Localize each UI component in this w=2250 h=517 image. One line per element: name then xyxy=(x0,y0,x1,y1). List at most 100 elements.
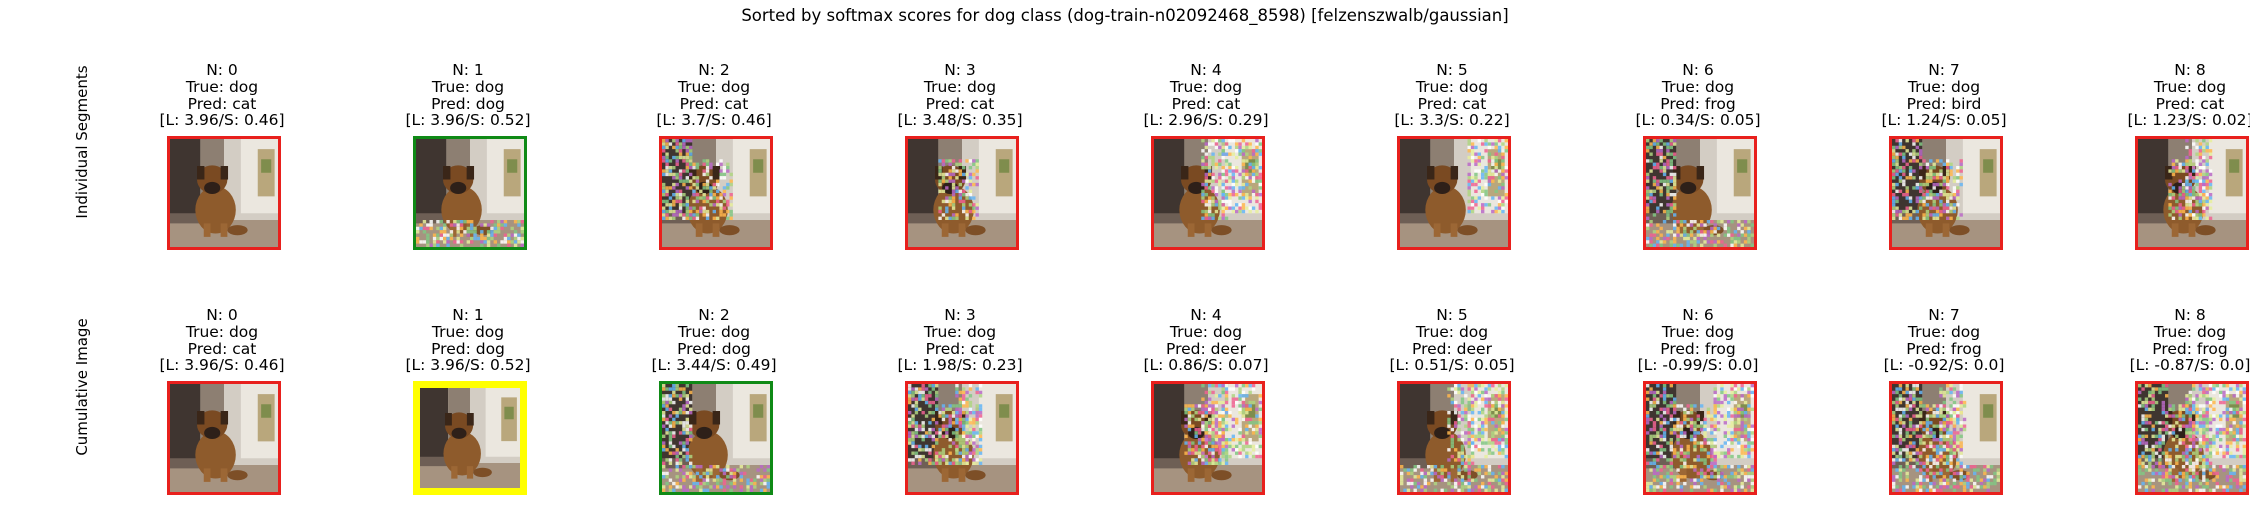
score-label: [L: 3.7/S: 0.46] xyxy=(594,112,834,129)
dog-image xyxy=(1400,139,1508,247)
dog-image xyxy=(1892,139,2000,247)
pred-label: Pred: cat xyxy=(1332,96,1572,113)
dog-thumbnail xyxy=(905,381,1019,495)
true-label: True: dog xyxy=(840,324,1080,341)
panel-index-label: N: 3 xyxy=(840,62,1080,79)
dog-image xyxy=(908,384,1016,492)
pred-label: Pred: cat xyxy=(102,341,342,358)
dog-image xyxy=(1400,384,1508,492)
score-label: [L: -0.92/S: 0.0] xyxy=(1824,357,2064,374)
score-label: [L: -0.87/S: 0.0] xyxy=(2070,357,2250,374)
dog-image xyxy=(170,139,278,247)
score-label: [L: 1.23/S: 0.02] xyxy=(2070,112,2250,129)
pred-label: Pred: frog xyxy=(1578,96,1818,113)
panel-index-label: N: 7 xyxy=(1824,62,2064,79)
figure-title: Sorted by softmax scores for dog class (… xyxy=(0,6,2250,26)
panel-index-label: N: 2 xyxy=(594,62,834,79)
true-label: True: dog xyxy=(1824,324,2064,341)
dog-image xyxy=(1646,384,1754,492)
score-label: [L: 3.96/S: 0.52] xyxy=(348,112,588,129)
panel-index-label: N: 4 xyxy=(1086,307,1326,324)
pred-label: Pred: deer xyxy=(1086,341,1326,358)
dog-image xyxy=(170,384,278,492)
true-label: True: dog xyxy=(1332,79,1572,96)
pred-label: Pred: frog xyxy=(1578,341,1818,358)
dog-image xyxy=(420,388,520,488)
dog-thumbnail xyxy=(1889,381,2003,495)
dog-thumbnail xyxy=(1643,136,1757,250)
score-label: [L: -0.99/S: 0.0] xyxy=(1578,357,1818,374)
dog-thumbnail xyxy=(1397,381,1511,495)
score-label: [L: 0.51/S: 0.05] xyxy=(1332,357,1572,374)
dog-image xyxy=(416,139,524,247)
true-label: True: dog xyxy=(102,79,342,96)
dog-image xyxy=(1646,139,1754,247)
panel-index-label: N: 7 xyxy=(1824,307,2064,324)
true-label: True: dog xyxy=(348,324,588,341)
pred-label: Pred: cat xyxy=(840,96,1080,113)
score-label: [L: 1.24/S: 0.05] xyxy=(1824,112,2064,129)
panel-index-label: N: 3 xyxy=(840,307,1080,324)
true-label: True: dog xyxy=(102,324,342,341)
dog-image xyxy=(1892,384,2000,492)
dog-thumbnail xyxy=(1643,381,1757,495)
dog-thumbnail xyxy=(1397,136,1511,250)
dog-thumbnail xyxy=(167,136,281,250)
score-label: [L: 3.96/S: 0.52] xyxy=(348,357,588,374)
true-label: True: dog xyxy=(594,324,834,341)
true-label: True: dog xyxy=(348,79,588,96)
panel-index-label: N: 2 xyxy=(594,307,834,324)
pred-label: Pred: frog xyxy=(1824,341,2064,358)
true-label: True: dog xyxy=(1578,324,1818,341)
pred-label: Pred: cat xyxy=(840,341,1080,358)
dog-image xyxy=(1154,384,1262,492)
panel-index-label: N: 0 xyxy=(102,307,342,324)
pred-label: Pred: dog xyxy=(594,341,834,358)
true-label: True: dog xyxy=(1332,324,1572,341)
pred-label: Pred: cat xyxy=(2070,96,2250,113)
pred-label: Pred: cat xyxy=(102,96,342,113)
dog-image xyxy=(1154,139,1262,247)
pred-label: Pred: deer xyxy=(1332,341,1572,358)
panel-index-label: N: 6 xyxy=(1578,307,1818,324)
true-label: True: dog xyxy=(2070,79,2250,96)
panel-index-label: N: 1 xyxy=(348,62,588,79)
dog-thumbnail xyxy=(659,381,773,495)
dog-image xyxy=(662,139,770,247)
score-label: [L: 0.86/S: 0.07] xyxy=(1086,357,1326,374)
panel-index-label: N: 4 xyxy=(1086,62,1326,79)
dog-thumbnail xyxy=(2135,136,2249,250)
pred-label: Pred: dog xyxy=(348,341,588,358)
dog-thumbnail xyxy=(1151,136,1265,250)
pred-label: Pred: bird xyxy=(1824,96,2064,113)
score-label: [L: 0.34/S: 0.05] xyxy=(1578,112,1818,129)
dog-thumbnail xyxy=(413,136,527,250)
dog-thumbnail xyxy=(413,381,527,495)
score-label: [L: 3.48/S: 0.35] xyxy=(840,112,1080,129)
dog-image xyxy=(2138,139,2246,247)
true-label: True: dog xyxy=(1824,79,2064,96)
